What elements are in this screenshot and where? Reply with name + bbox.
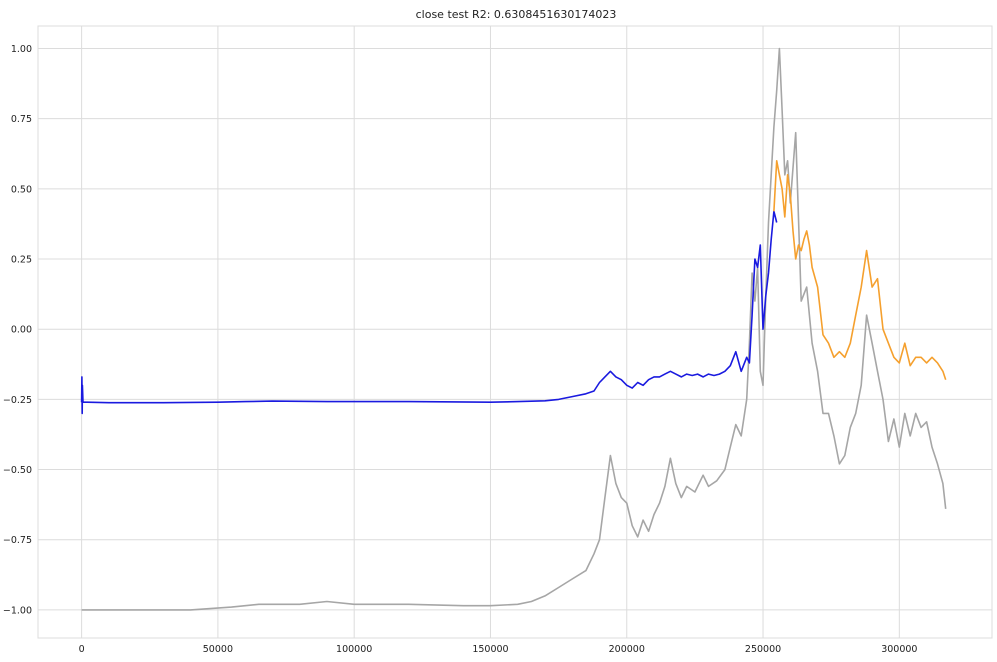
y-tick-label: 0.25	[11, 255, 32, 266]
plot-frame	[37, 25, 993, 639]
y-tick-label: −0.75	[3, 535, 32, 546]
x-tick-label: 300000	[881, 644, 917, 655]
x-tick-label: 200000	[609, 644, 645, 655]
series-line-2	[773, 160, 947, 380]
x-tick-label: 150000	[472, 644, 508, 655]
series-lines	[80, 47, 947, 611]
grid	[37, 25, 993, 639]
y-tick-label: 0.00	[11, 325, 32, 336]
x-tick-label: 50000	[203, 644, 233, 655]
series-line-0	[81, 47, 947, 611]
x-tick-label: 100000	[336, 644, 372, 655]
chart-title: close test R2: 0.6308451630174023	[416, 8, 617, 21]
series-line-1	[80, 210, 778, 415]
x-tick-label: 0	[79, 644, 85, 655]
y-tick-label: 0.50	[11, 184, 32, 195]
x-tick-label: 250000	[745, 644, 781, 655]
y-tick-label: −0.25	[3, 395, 32, 406]
y-tick-label: 0.75	[11, 114, 32, 125]
y-tick-label: −0.50	[3, 465, 32, 476]
tick-labels: 0 50000 100000 150000 200000 250000 300000 −1.0…	[3, 44, 918, 655]
y-tick-label: 1.00	[11, 44, 32, 55]
y-tick-label: −1.00	[3, 605, 32, 616]
